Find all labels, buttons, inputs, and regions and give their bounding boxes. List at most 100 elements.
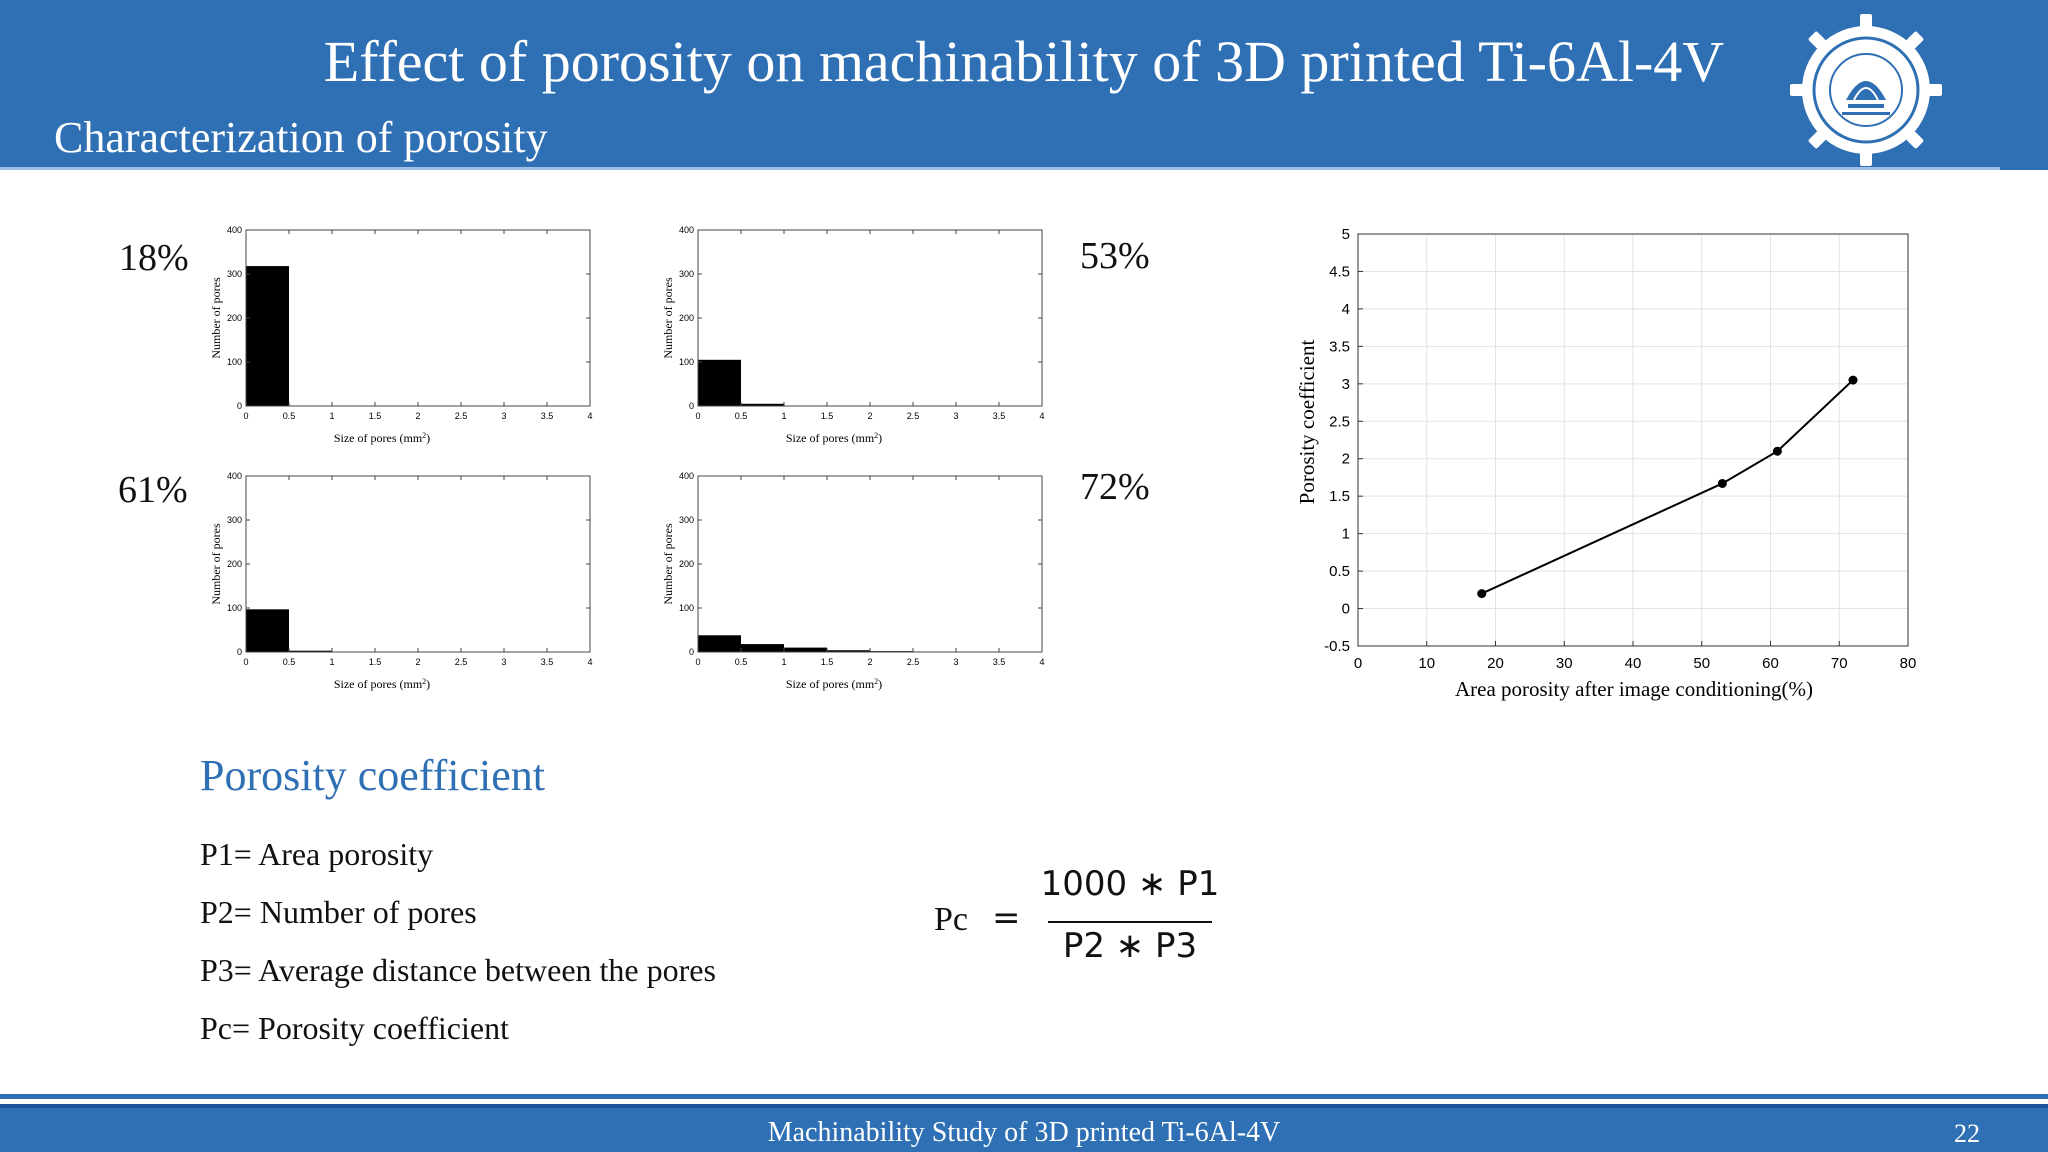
hist-x-tick-label: 4 [1039,411,1044,421]
hist-x-tick-label: 3.5 [993,657,1006,667]
chart-x-tick-label: 0 [1354,655,1362,672]
hist-x-tick-label: 4 [587,657,592,667]
definition-p2: P2= Number of pores [200,894,477,930]
iit-bombay-emblem-icon [1790,14,1942,166]
hist-x-tick-label: 2.5 [455,411,468,421]
chart-y-tick-label: 0.5 [1329,563,1350,580]
chart-xlabel: Area porosity after image conditioning(%… [1455,677,1813,701]
hist-x-tick-label: 4 [1039,657,1044,667]
hist-y-tick-label: 300 [679,269,694,279]
porosity-coefficient-chart: 0 10 20 30 40 50 60 70 80-0.500.511.522.533.544.… [1295,226,1916,701]
hist-y-tick-label: 400 [227,471,242,481]
hist-y-tick-label: 300 [679,515,694,525]
hist-x-tick-label: 0 [243,657,248,667]
hist-x-tick-label: 2.5 [907,411,920,421]
hist-x-tick-label: 3 [501,411,506,421]
hist-y-tick-label: 0 [689,401,694,411]
hist-x-tick-label: 2.5 [455,657,468,667]
histogram-bar [827,650,870,652]
hist-x-tick-label: 3 [953,657,958,667]
hist-y-tick-label: 100 [227,357,242,367]
chart-data-point [1717,478,1727,488]
hist-y-tick-label: 300 [227,515,242,525]
hist-x-tick-label: 1.5 [369,411,382,421]
histogram-53: 0 0.5 1 1.5 2 2.5 3 3.5 4 0 100 200 300 400 Number of… [661,225,1045,446]
hist-x-tick-label: 3.5 [993,411,1006,421]
hist-x-tick-label: 1.5 [821,411,834,421]
hist-x-tick-label: 1.5 [369,657,382,667]
hist-x-tick-label: 3.5 [541,657,554,667]
hist-y-tick-label: 200 [679,313,694,323]
definition-p1: P1= Area porosity [200,836,434,872]
histogram-72: 0 0.5 1 1.5 2 2.5 3 3.5 4 0 100 200 300 400 Number of… [661,471,1045,691]
hist-y-tick-label: 100 [679,357,694,367]
hist-x-tick-label: 1 [781,411,786,421]
hist-x-tick-label: 1 [781,657,786,667]
formula-fraction-bar [1048,921,1212,923]
hist-y-tick-label: 0 [237,647,242,657]
hist-y-tick-label: 100 [679,603,694,613]
hist-frame [697,229,1043,407]
hist-x-tick-label: 2 [867,411,872,421]
footer-rule [0,1104,2048,1108]
hist-ylabel: Number of pores [209,277,223,359]
hist-x-tick-label: 3 [501,657,506,667]
chart-y-tick-label: 2.5 [1329,413,1350,430]
hist-y-tick-label: 400 [679,471,694,481]
porosity-label-53: 53% [1080,235,1150,277]
porosity-formula: Pc = 1000 ∗ P1 P2 ∗ P3 [930,864,1230,984]
histogram-bar [741,644,784,652]
chart-y-tick-label: 4 [1342,301,1350,318]
hist-x-tick-label: 0.5 [283,657,296,667]
chart-x-tick-label: 20 [1487,655,1504,672]
page-number: 22 [1954,1119,1980,1148]
hist-x-tick-label: 1 [329,411,334,421]
hist-x-tick-label: 4 [587,411,592,421]
hist-ylabel: Number of pores [661,523,675,605]
footer-bar: Machinability Study of 3D printed Ti-6Al… [0,1094,2048,1152]
hist-y-tick-label: 300 [227,269,242,279]
hist-x-tick-label: 3 [953,411,958,421]
chart-data-point [1848,375,1858,385]
chart-data-point [1477,589,1487,599]
footer-top-rule [0,1094,2048,1099]
hist-x-tick-label: 0 [695,657,700,667]
hist-xlabel: Size of pores (mm2) [786,431,882,446]
slide-title: Effect of porosity on machinability of 3… [323,29,1725,94]
histogram-bar [246,609,289,652]
chart-x-tick-label: 70 [1831,655,1848,672]
chart-y-tick-label: 1 [1342,526,1350,543]
definition-pc: Pc= Porosity coefficient [200,1010,509,1046]
hist-x-tick-label: 0 [243,411,248,421]
porosity-label-18: 18% [119,237,189,279]
histogram-bar [741,403,784,406]
chart-y-tick-label: 2 [1342,451,1350,468]
chart-data-point [1772,446,1782,456]
hist-ylabel: Number of pores [661,277,675,359]
hist-xlabel: Size of pores (mm2) [334,677,430,692]
chart-y-tick-label: -0.5 [1324,638,1350,655]
header-rule [0,167,2000,170]
hist-x-tick-label: 0.5 [283,411,296,421]
chart-y-tick-label: 4.5 [1329,263,1350,280]
porosity-label-72: 72% [1080,466,1150,508]
hist-xlabel: Size of pores (mm2) [334,431,430,446]
hist-y-tick-label: 200 [679,559,694,569]
chart-x-tick-label: 50 [1693,655,1710,672]
chart-y-tick-label: 3 [1342,376,1350,393]
formula-lhs: Pc [934,901,968,938]
hist-x-tick-label: 2 [867,657,872,667]
hist-frame [245,229,591,407]
hist-x-tick-label: 0 [695,411,700,421]
chart-y-tick-label: 5 [1342,226,1350,243]
hist-x-tick-label: 2 [415,657,420,667]
histogram-bar [289,650,332,652]
hist-x-tick-label: 0.5 [735,411,748,421]
section-title: Characterization of porosity [54,113,548,162]
histogram-61: 0 0.5 1 1.5 2 2.5 3 3.5 4 0 100 200 300 400 Number of… [209,471,593,692]
hist-frame [245,475,591,653]
hist-y-tick-label: 400 [227,225,242,235]
chart-y-tick-label: 3.5 [1329,338,1350,355]
hist-x-tick-label: 2.5 [907,657,920,667]
formula-denominator: P2 ∗ P3 [1062,926,1198,966]
